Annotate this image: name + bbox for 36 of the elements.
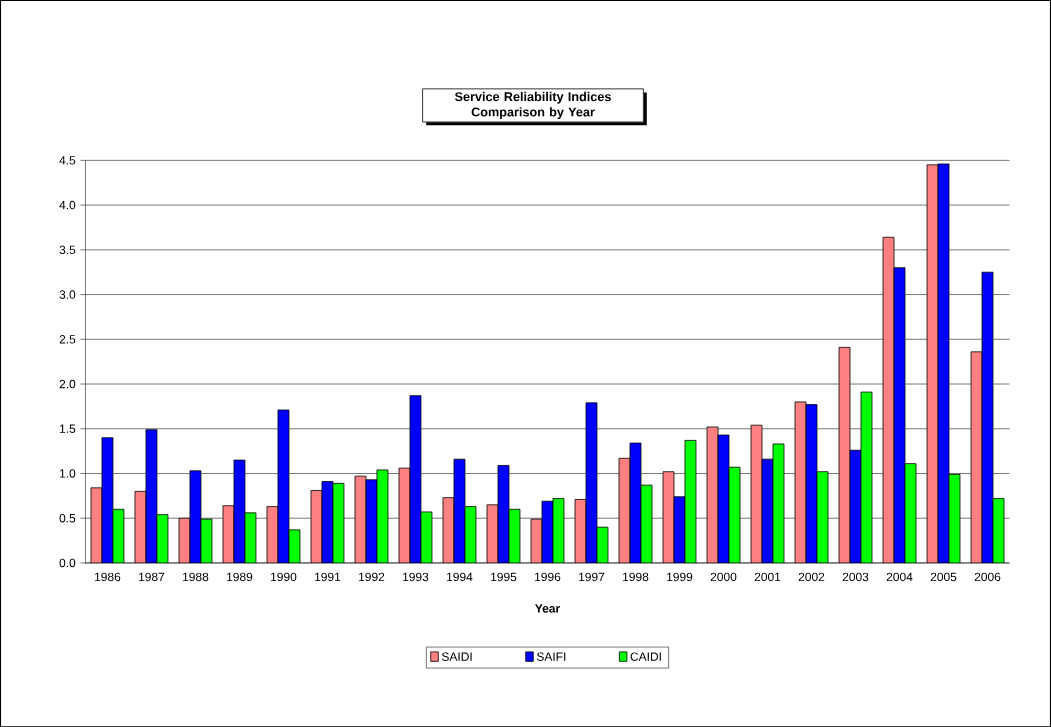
y-tick-label: 3.0 (59, 290, 76, 299)
x-tick-label: 2006 (974, 572, 1001, 581)
y-tick-label: 1.0 (60, 469, 76, 478)
x-tick-label: 1991 (315, 572, 341, 581)
x-tick-label: 1992 (359, 572, 385, 581)
x-tick-label: 1988 (183, 572, 209, 581)
x-tick-label: 1998 (623, 572, 649, 581)
y-tick-label: 2.5 (59, 334, 76, 344)
y-tick-label: 4.5 (59, 156, 76, 165)
y-tick-label: 4.0 (59, 200, 76, 210)
x-tick-label: 1994 (447, 572, 473, 581)
y-tick-label: 3.5 (59, 245, 76, 254)
y-tick-label: 0.0 (59, 558, 76, 568)
x-tick-label: 1986 (95, 572, 121, 581)
x-tick-label: 1996 (535, 572, 561, 581)
y-tick-label: 0.5 (59, 513, 76, 523)
x-tick-label: 2001 (754, 572, 781, 581)
x-tick-label: 1990 (271, 572, 297, 581)
chart-title: Service Reliability Indices Comparison by Year (454, 91, 611, 119)
x-tick-label: 2004 (886, 572, 913, 581)
x-tick-label: 2000 (710, 572, 737, 581)
x-tick-label: 1987 (139, 572, 165, 581)
x-tick-label: 1993 (403, 572, 429, 581)
y-tick-label: 1.5 (60, 424, 76, 433)
x-tick-label: 2002 (798, 572, 825, 581)
x-tick-label: 1995 (491, 572, 517, 581)
legend-label: SAIFI (536, 652, 566, 661)
legend-label: CAIDI (630, 652, 661, 661)
x-axis-title: Year (535, 604, 560, 613)
x-tick-label: 2005 (930, 572, 957, 581)
x-tick-label: 2003 (842, 572, 869, 581)
legend-label: SAIDI (441, 652, 472, 661)
x-tick-label: 1999 (667, 572, 693, 581)
x-tick-label: 1989 (227, 572, 253, 581)
y-tick-label: 2.0 (59, 379, 76, 389)
x-tick-label: 1997 (579, 572, 605, 581)
